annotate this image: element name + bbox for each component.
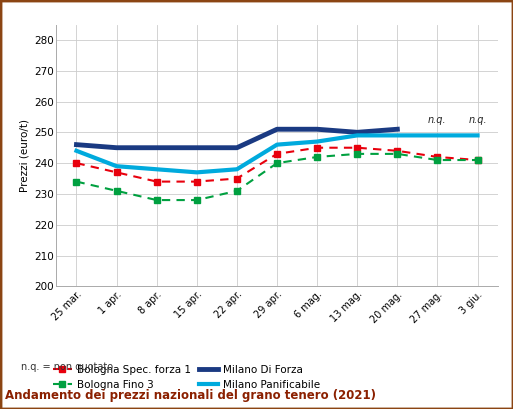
Y-axis label: Prezzi (euro/t): Prezzi (euro/t)	[19, 119, 30, 192]
Text: n.q.: n.q.	[468, 115, 487, 125]
Text: n.q.: n.q.	[428, 115, 447, 125]
Text: n.q. = non quotato.: n.q. = non quotato.	[21, 362, 115, 372]
Legend: Bologna Spec. forza 1, Bologna Fino 3, Milano Di Forza, Milano Panificabile: Bologna Spec. forza 1, Bologna Fino 3, M…	[53, 365, 320, 390]
Text: Andamento dei prezzi nazionali del grano tenero (2021): Andamento dei prezzi nazionali del grano…	[5, 389, 376, 402]
